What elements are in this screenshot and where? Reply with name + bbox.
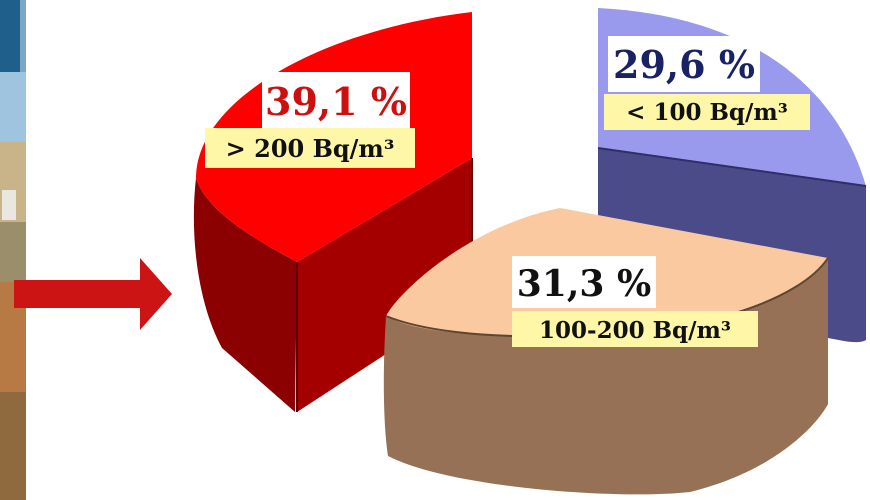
label-box-lt100 [608, 36, 760, 92]
range-box-gt200 [205, 128, 415, 168]
range-label-gt200: > 200 Bq/m³ [226, 134, 395, 163]
range-label-100-200: 100-200 Bq/m³ [539, 317, 731, 344]
percent-label-gt200: 39,1 % [265, 79, 407, 124]
landscape-photo [0, 0, 26, 500]
arrow-icon [14, 258, 172, 330]
label-box-100-200 [512, 256, 656, 308]
range-box-lt100 [604, 94, 810, 130]
range-label-lt100: < 100 Bq/m³ [626, 99, 788, 126]
range-box-100-200 [512, 311, 758, 347]
percent-label-lt100: 29,6 % [613, 42, 755, 87]
percent-label-100-200: 31,3 % [517, 263, 651, 305]
label-box-gt200 [262, 72, 410, 128]
